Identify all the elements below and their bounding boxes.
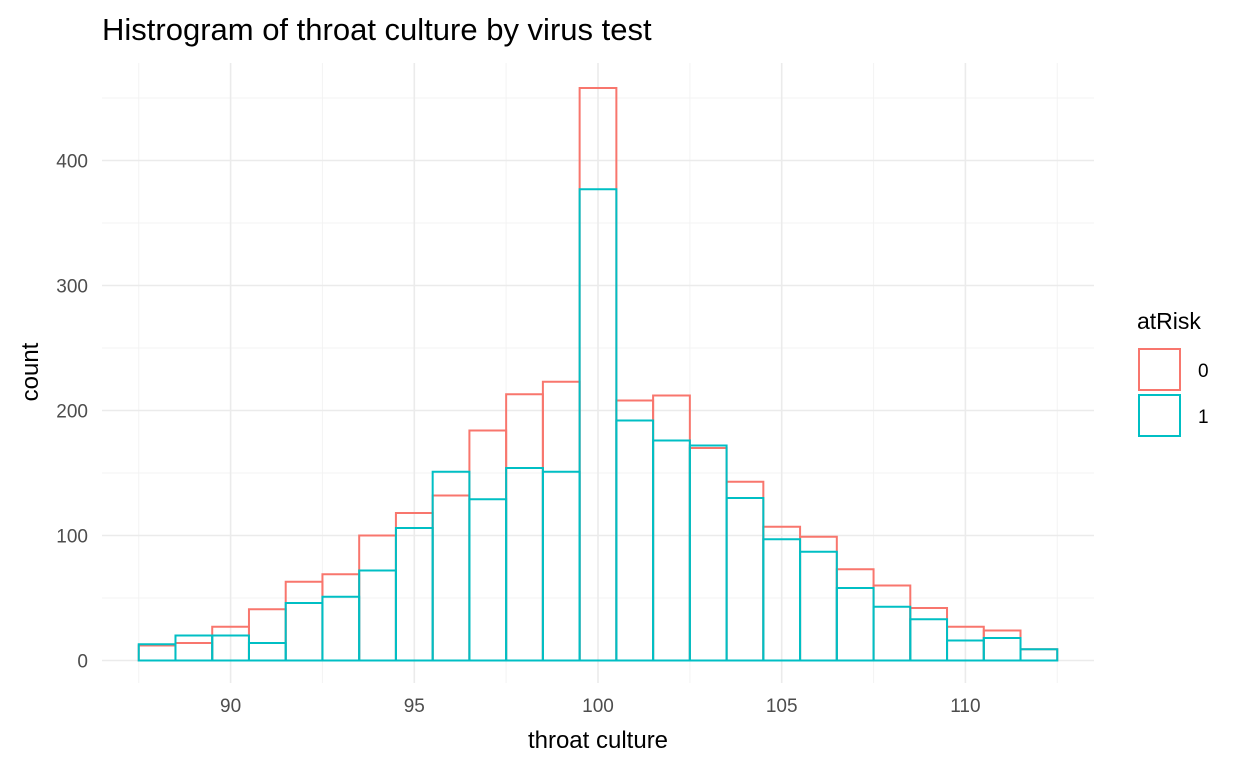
- histogram-bar-series-1: [872, 605, 912, 662]
- histogram-bar-series-0: [725, 480, 765, 662]
- histogram-bar-series-1: [725, 497, 765, 662]
- x-tick-label: 95: [404, 696, 425, 717]
- histogram-bar-series-1: [174, 634, 214, 662]
- legend: atRisk 01: [1137, 308, 1209, 437]
- legend-label-1: 1: [1198, 407, 1209, 428]
- histogram-bar-series-1: [982, 637, 1022, 662]
- histogram-bar-series-0: [688, 447, 728, 662]
- histogram-bar-series-0: [1019, 648, 1059, 662]
- y-tick-label: 100: [56, 527, 88, 548]
- histogram-bars: [137, 87, 1059, 662]
- x-axis-title: throat culture: [528, 727, 668, 754]
- histogram-bar-series-0: [505, 393, 544, 662]
- histogram-bar-series-0: [137, 644, 177, 662]
- histogram-bar-series-0: [468, 429, 508, 662]
- legend-key-1: [1138, 394, 1181, 437]
- x-tick-label: 110: [950, 696, 980, 717]
- histogram-bar-series-1: [468, 498, 508, 662]
- y-axis-title: count: [17, 342, 44, 401]
- histogram-bar-series-0: [284, 580, 324, 662]
- x-tick-label: 105: [766, 696, 798, 717]
- histogram-bar-series-1: [909, 618, 949, 662]
- x-tick-label: 90: [220, 696, 241, 717]
- histogram-bar-series-1: [321, 595, 361, 662]
- histogram-bar-series-1: [284, 602, 324, 662]
- histogram-bar-series-1: [688, 444, 728, 662]
- histogram-bar-series-1: [137, 643, 177, 662]
- histogram-bar-series-0: [174, 642, 214, 662]
- histogram-bar-series-1: [835, 587, 875, 662]
- histogram-bar-series-1: [431, 470, 471, 662]
- histogram-bar-series-0: [652, 394, 691, 662]
- histogram-bar-series-0: [247, 608, 287, 662]
- histogram-bar-series-0: [982, 629, 1022, 662]
- y-tick-label: 300: [56, 277, 88, 298]
- histogram-bar-series-1: [358, 569, 397, 662]
- histogram-bar-series-0: [615, 399, 655, 662]
- histogram-bar-series-0: [321, 573, 361, 662]
- histogram-bar-series-0: [799, 535, 838, 662]
- histogram-bar-series-1: [1019, 648, 1059, 662]
- histogram-bar-series-1: [541, 470, 581, 662]
- histogram-bar-series-1: [505, 467, 544, 662]
- y-tick-label: 400: [56, 152, 88, 173]
- histogram-bar-series-0: [431, 494, 471, 662]
- histogram-bar-series-0: [835, 568, 875, 662]
- histogram-bar-series-1: [799, 550, 838, 662]
- histogram-bar-series-0: [909, 607, 949, 662]
- legend-label-0: 0: [1198, 361, 1209, 382]
- histogram-bar-series-0: [872, 584, 912, 662]
- chart-title: Histrogram of throat culture by virus te…: [102, 12, 652, 47]
- y-tick-label: 0: [77, 652, 88, 673]
- y-tick-label: 200: [56, 402, 88, 423]
- legend-title: atRisk: [1137, 308, 1201, 334]
- x-tick-label: 100: [582, 696, 614, 717]
- histogram-bar-series-0: [541, 380, 581, 662]
- histogram-bar-series-1: [615, 419, 655, 662]
- axis-tick-labels: 90 95 100 105 110 0 100 200 300 400: [56, 152, 980, 718]
- grid-lines: [102, 63, 1094, 683]
- legend-items: 01: [1138, 348, 1209, 437]
- histogram-bar-series-1: [247, 642, 287, 662]
- legend-key-0: [1138, 348, 1181, 391]
